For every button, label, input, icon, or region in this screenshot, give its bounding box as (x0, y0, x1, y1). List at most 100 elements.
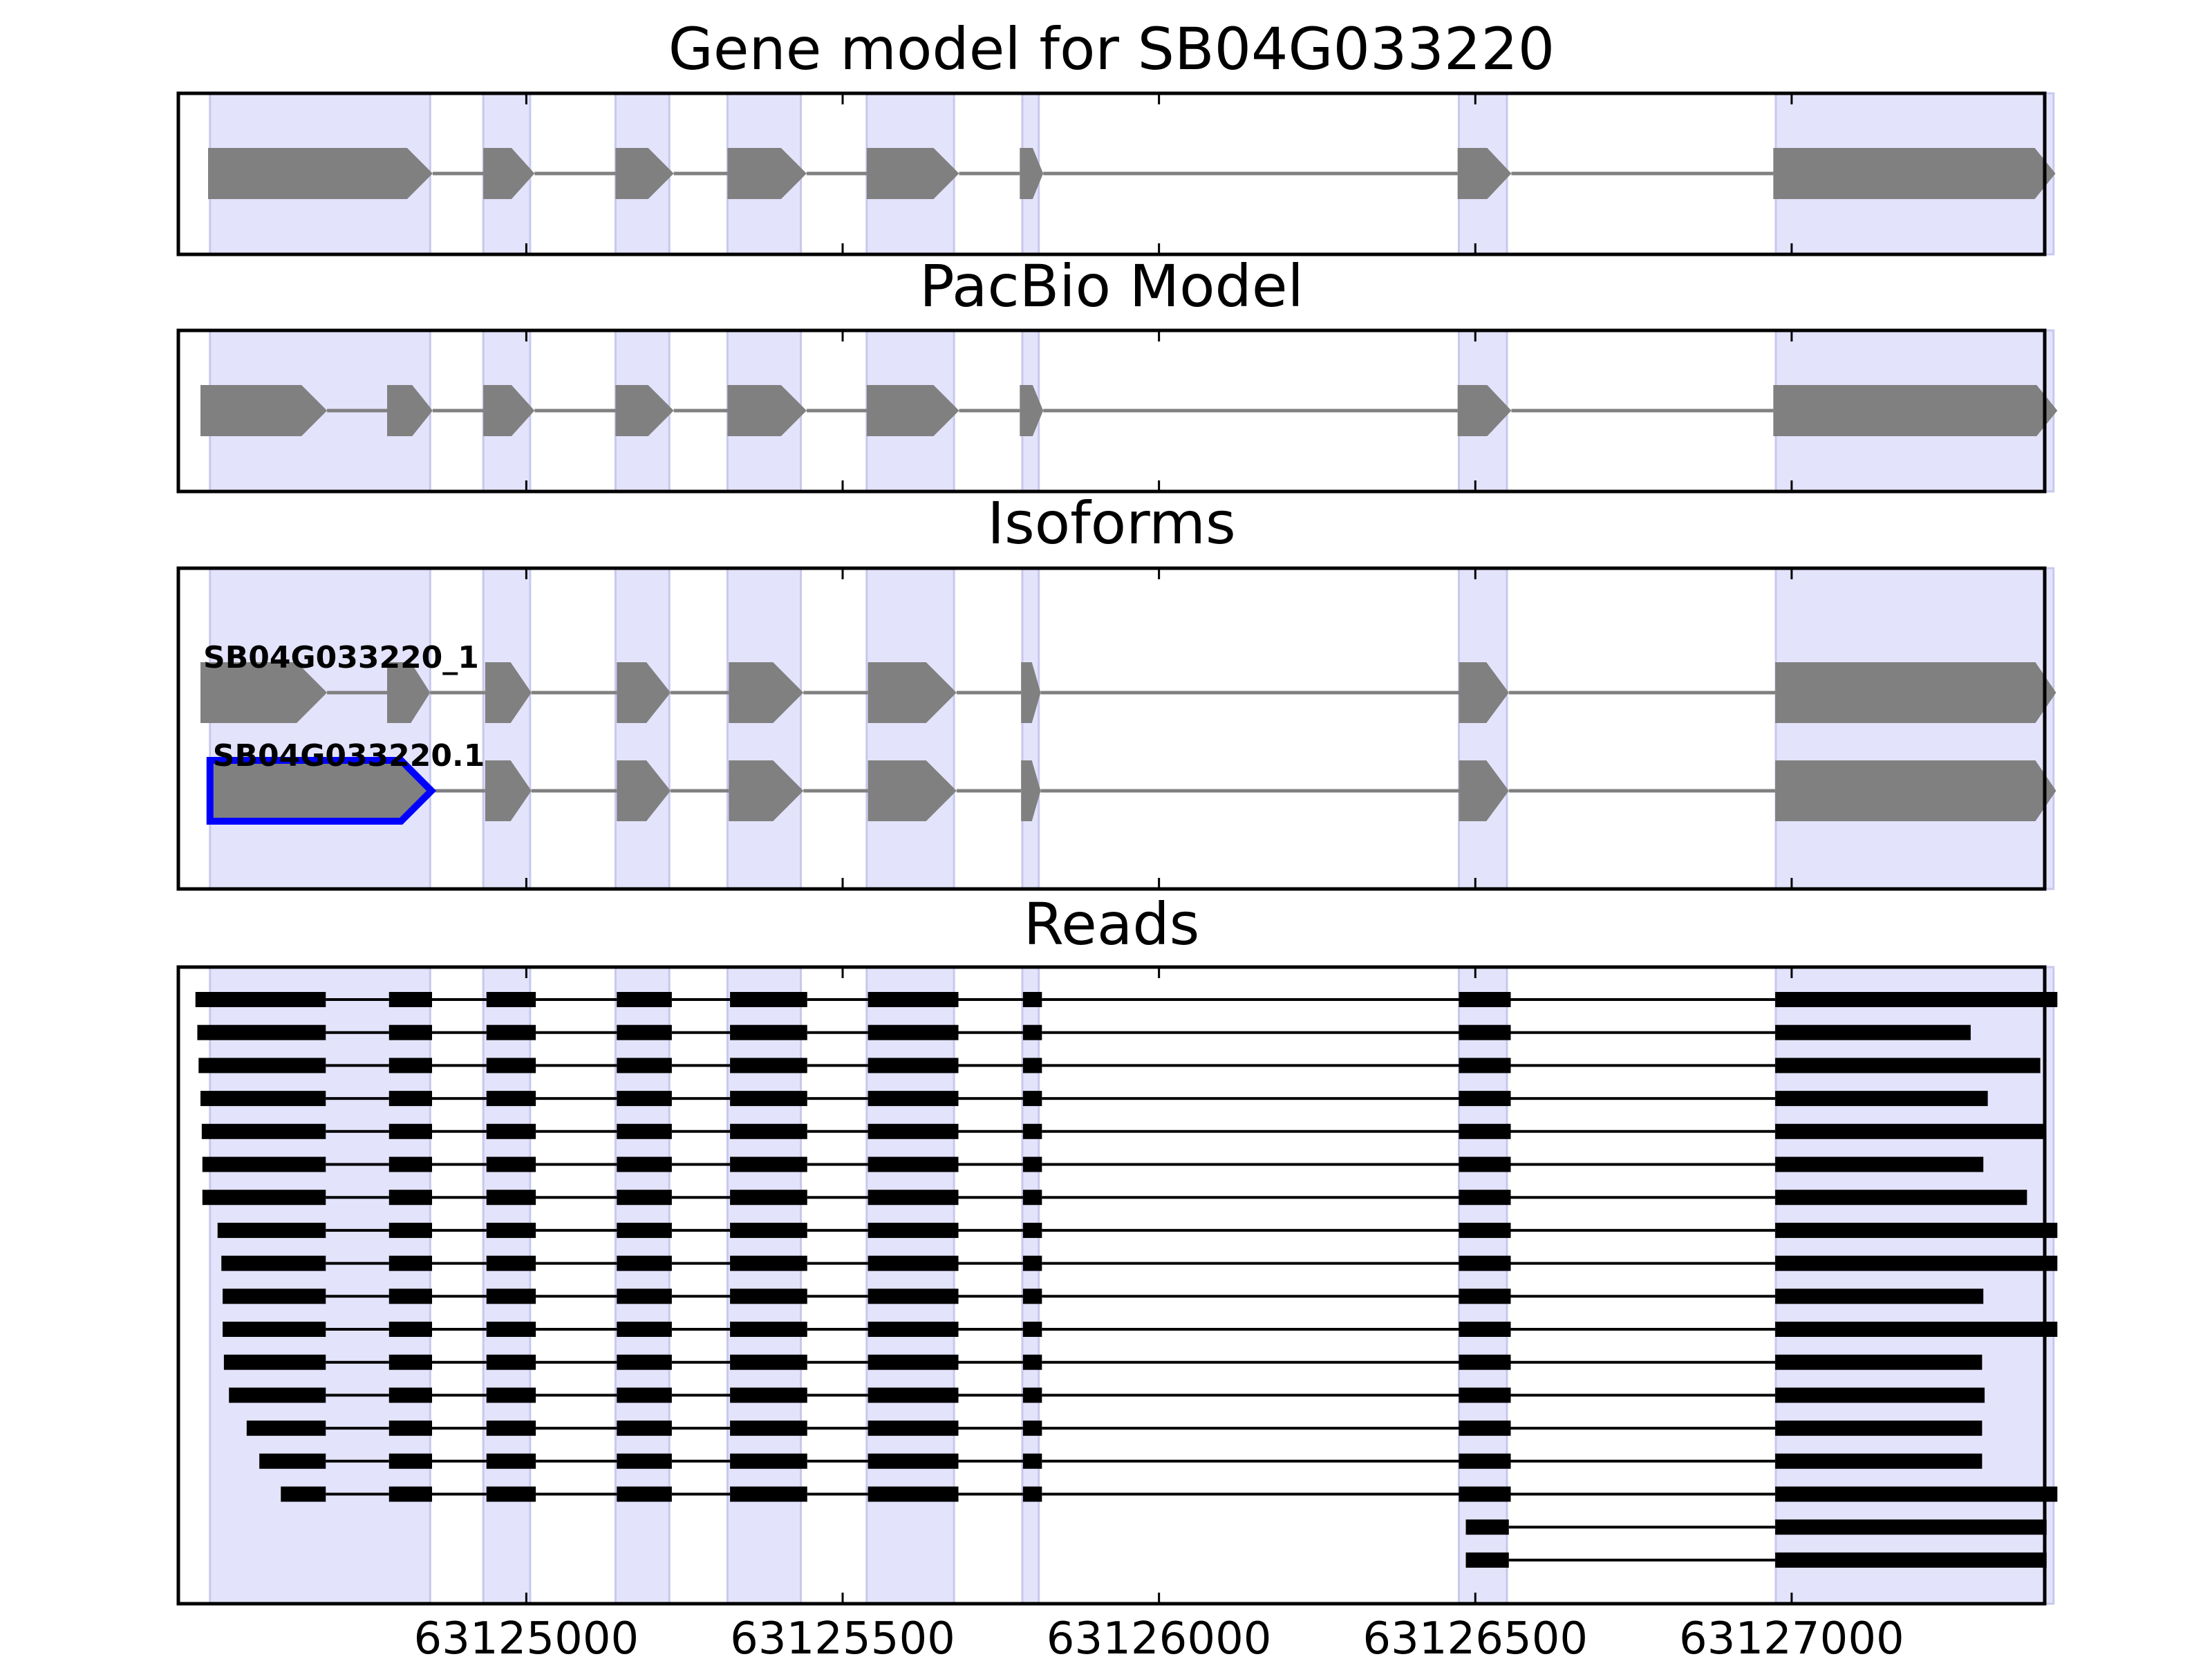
read-block (1022, 1024, 1042, 1040)
isoform-label: SB04G033220_1 (203, 640, 479, 675)
read-block (1022, 1255, 1042, 1271)
read-block (868, 1091, 959, 1107)
read-block (486, 1453, 536, 1469)
read-block (730, 1387, 807, 1403)
read-block (486, 1222, 536, 1238)
read-block (486, 1091, 536, 1107)
read-row (202, 1190, 2027, 1206)
read-block (868, 1222, 959, 1238)
read-block (730, 1288, 807, 1304)
read-block (202, 1156, 326, 1172)
exon (727, 148, 807, 199)
x-axis: 63125000 63125500 63126000 63126500 63127000 (414, 1613, 1904, 1659)
read-block (388, 1354, 433, 1370)
read-block (1022, 1288, 1042, 1304)
read-block (617, 1255, 672, 1271)
isoform-label: SB04G033220.1 (213, 738, 485, 774)
read-block (1459, 1156, 1511, 1172)
read-block (868, 1024, 959, 1040)
read-block (1459, 1255, 1511, 1271)
read-block (617, 992, 672, 1007)
panel-2: PacBio Model (176, 252, 2058, 494)
read-block (730, 1322, 807, 1337)
exon (483, 148, 535, 199)
read-block (617, 1288, 672, 1304)
read-block (617, 1058, 672, 1074)
read-block (198, 1058, 326, 1074)
read-block (1022, 1222, 1042, 1238)
read-row (198, 1058, 2041, 1074)
read-block (388, 1058, 433, 1074)
read-block (1775, 1255, 2058, 1271)
read-block (617, 1091, 672, 1107)
read-block (617, 1123, 672, 1139)
read-block (388, 1453, 433, 1469)
read-block (1459, 1091, 1511, 1107)
exon (615, 385, 674, 436)
read-block (486, 1156, 536, 1172)
read-block (730, 1222, 807, 1238)
read-block (1022, 1453, 1042, 1469)
read-block (1459, 1354, 1511, 1370)
exon (387, 385, 433, 436)
read-block (1775, 1058, 2041, 1074)
read-block (1775, 1486, 2058, 1502)
read-block (281, 1486, 326, 1502)
read-block (1775, 1354, 1983, 1370)
read-block (1459, 1288, 1511, 1304)
read-block (1022, 1322, 1042, 1337)
read-block (1459, 1024, 1511, 1040)
read-block (1459, 1387, 1511, 1403)
exon (1773, 385, 2058, 436)
read-block (730, 1058, 807, 1074)
read-block (868, 1354, 959, 1370)
panel-frame (176, 566, 2047, 891)
read-block (1775, 1519, 2047, 1535)
transcript-track (200, 385, 2058, 436)
read-block (388, 1255, 433, 1271)
read-block (486, 1288, 536, 1304)
x-tick-label: 63127000 (1679, 1613, 1904, 1659)
read-block (388, 1322, 433, 1337)
panel-title: Gene model for SB04G033220 (668, 15, 1555, 83)
read-row (229, 1387, 1985, 1403)
exon (866, 148, 959, 199)
read-block (617, 1024, 672, 1040)
read-block (1022, 1123, 1042, 1139)
read-block (388, 1387, 433, 1403)
read-block (246, 1421, 326, 1436)
read-block (868, 1288, 959, 1304)
exon-highlight-band (865, 567, 955, 890)
read-row (223, 1354, 1983, 1370)
read-block (617, 1486, 672, 1502)
x-tick-label: 63126500 (1362, 1613, 1588, 1659)
read-block (1775, 1190, 2027, 1206)
read-block (868, 1255, 959, 1271)
read-block (617, 1322, 672, 1337)
read-block (1775, 1156, 1984, 1172)
exon (200, 385, 328, 436)
exon (1457, 385, 1512, 436)
read-block (229, 1387, 326, 1403)
transcript-track: SB04G033220_1 (200, 640, 2056, 723)
read-row (1465, 1552, 2047, 1568)
exon (729, 760, 804, 821)
exon (1773, 148, 2056, 199)
exon (1020, 385, 1044, 436)
transcript-track (208, 148, 2056, 199)
read-row (223, 1288, 1984, 1304)
panel-frame (176, 965, 2047, 1606)
exon (617, 662, 671, 723)
exon-highlight-band (726, 567, 803, 890)
read-block (221, 1255, 326, 1271)
read-block (388, 1024, 433, 1040)
read-block (1022, 992, 1042, 1007)
read-block (259, 1453, 326, 1469)
read-block (1775, 1387, 1985, 1403)
exon (1021, 662, 1041, 723)
read-block (617, 1156, 672, 1172)
read-block (617, 1190, 672, 1206)
exon (1020, 148, 1044, 199)
read-block (730, 1486, 807, 1502)
exon (387, 662, 431, 723)
